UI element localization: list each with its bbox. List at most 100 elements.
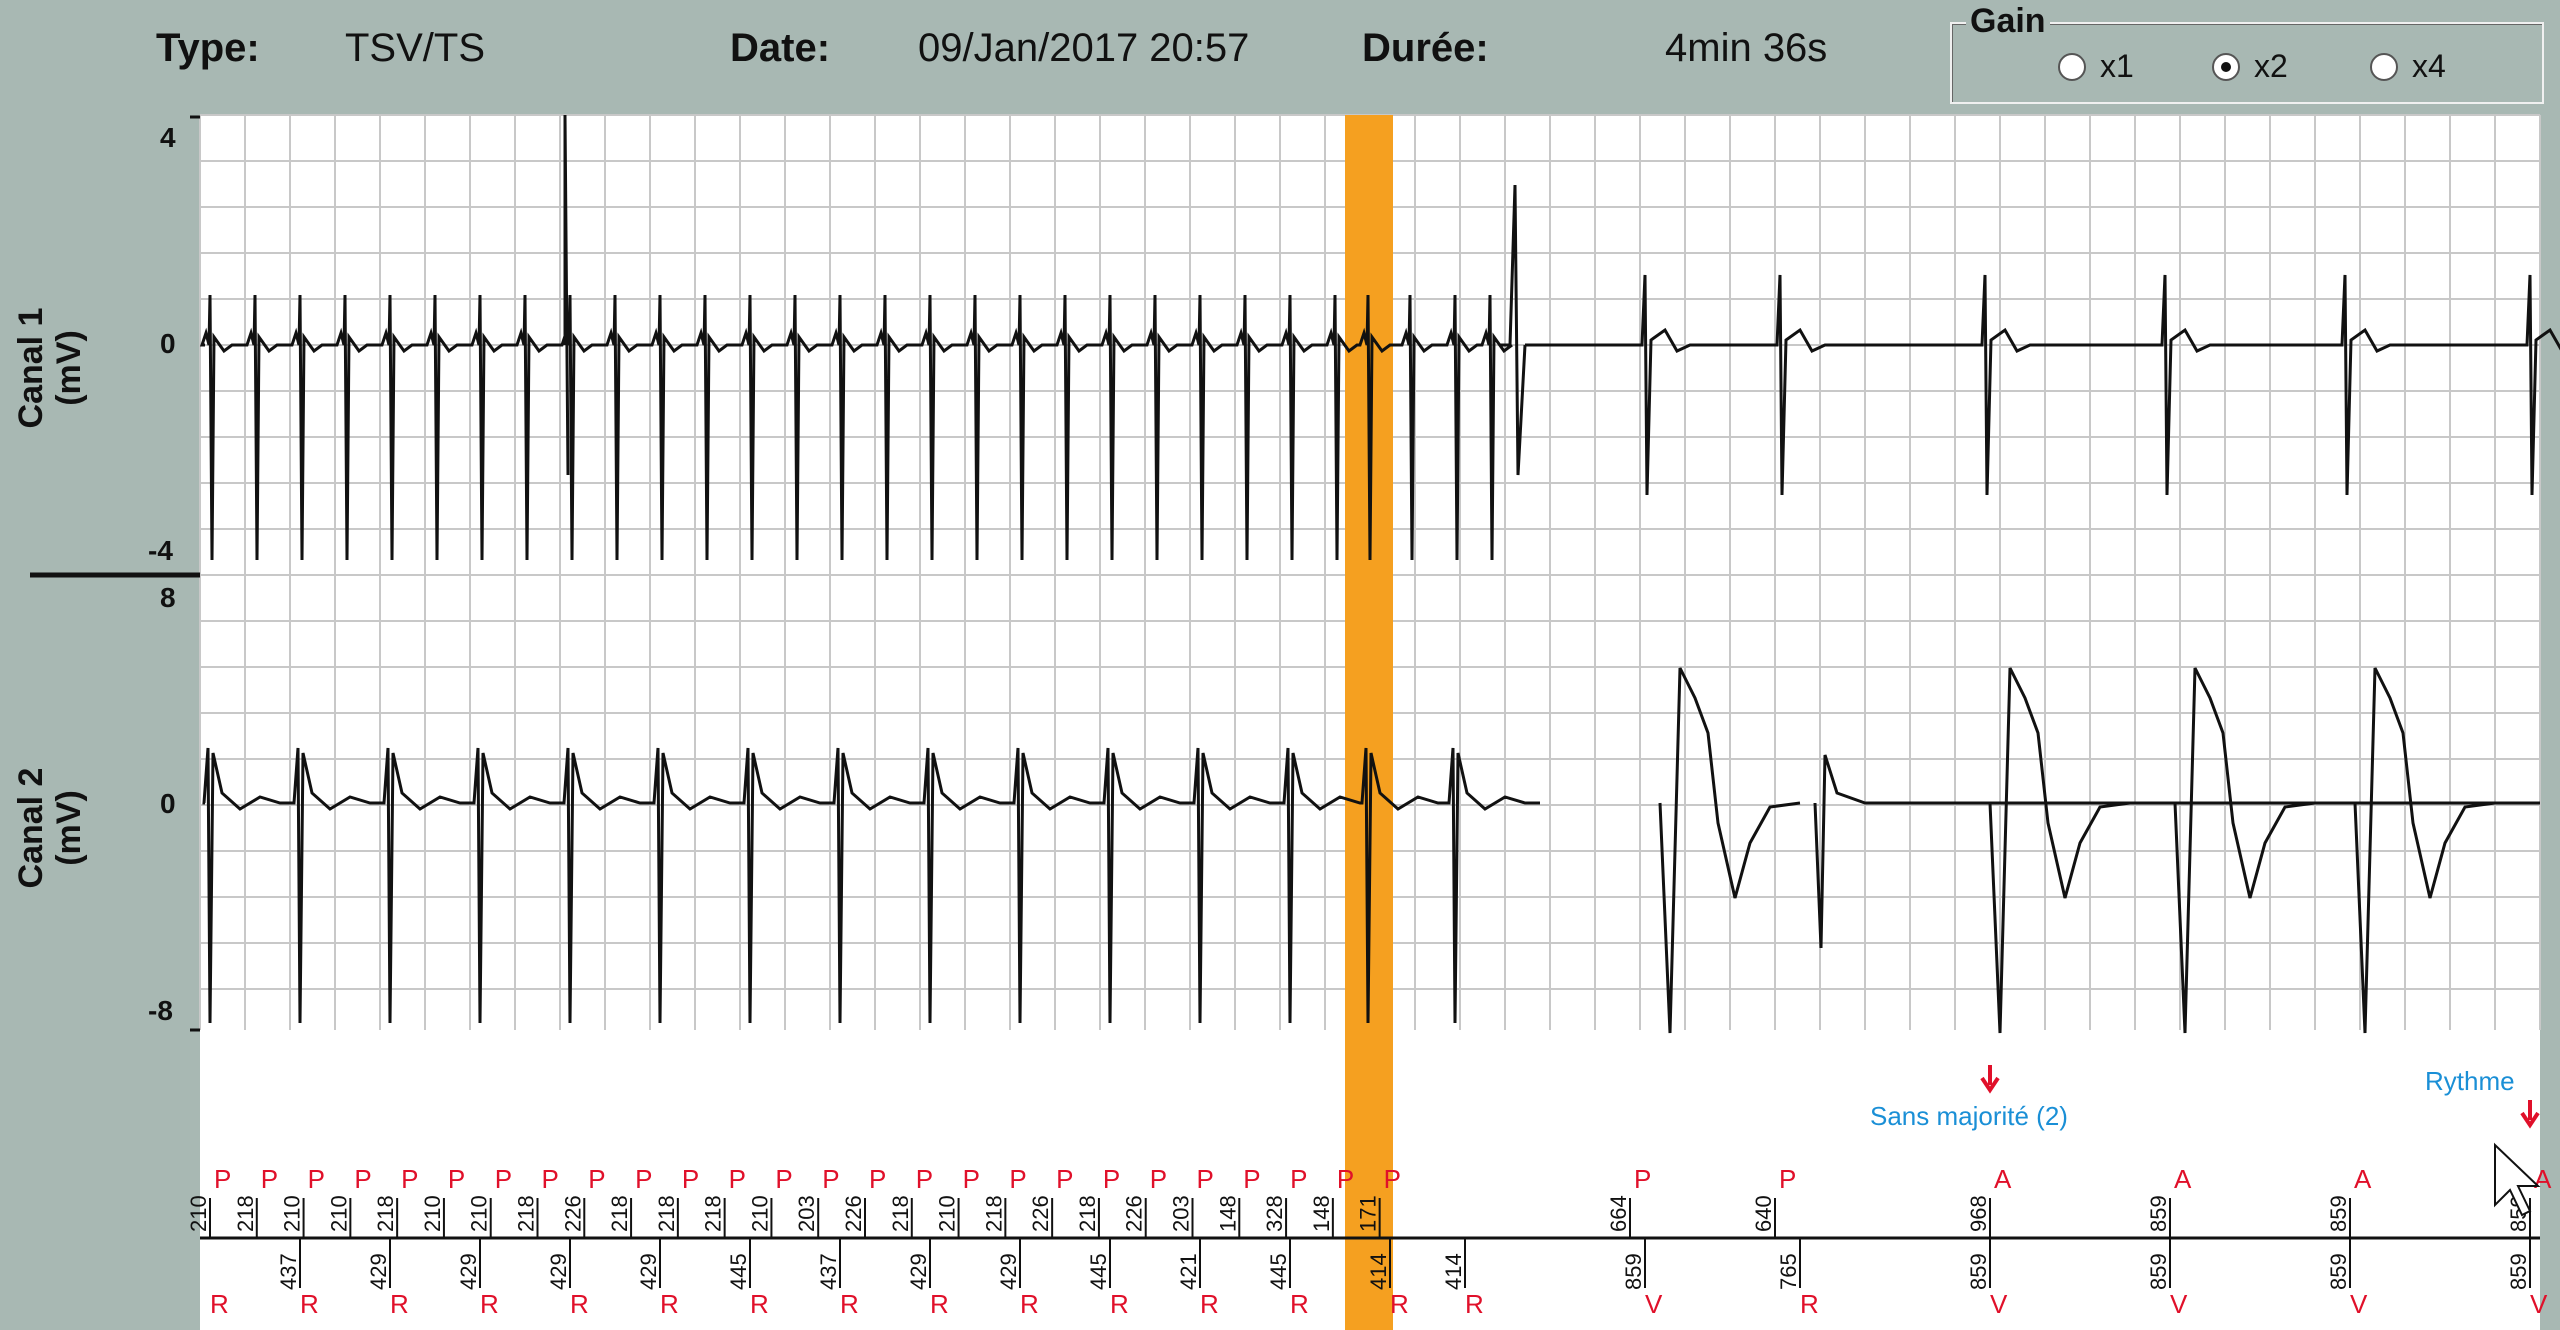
gain-x1-radio[interactable]: x1 [2058,48,2134,85]
beat-top-letter: P [916,1164,933,1194]
date-value: 09/Jan/2017 20:57 [918,26,1250,70]
p-interval-label: 218 [701,1195,726,1232]
mouse-cursor-icon [2494,1142,2541,1217]
p-interval-label: 328 [1262,1195,1287,1232]
beat-top-letter: P [495,1164,512,1194]
canal-2-tick-zero: 0 [160,788,176,819]
gain-title: Gain [1966,2,2050,41]
beat-top-letter: P [1103,1164,1120,1194]
p-interval-label: 203 [794,1195,819,1232]
rr-interval-label: 859 [1621,1253,1646,1290]
p-interval-label: 226 [1122,1195,1147,1232]
beat-top-letter: P [214,1164,231,1194]
beat-bottom-letter: V [2530,1289,2548,1319]
radio-checked-icon [2212,52,2240,81]
canal-1-tick-min: -4 [148,535,173,566]
canal-1-trace [199,114,2560,561]
beat-bottom-letter: R [390,1289,409,1319]
duration-value: 4min 36s [1665,26,1828,70]
rr-interval-label: 429 [456,1253,481,1290]
rr-interval-label: 437 [816,1253,841,1290]
p-interval-label: 148 [1309,1195,1334,1232]
beat-top-letter: P [1197,1164,1214,1194]
beat-top-letter: P [1337,1164,1354,1194]
p-interval-label: 218 [654,1195,679,1232]
beat-top-letter: P [963,1164,980,1194]
rr-interval-label: 859 [2146,1253,2171,1290]
rr-interval-label: 429 [906,1253,931,1290]
p-interval-label: 171 [1356,1195,1381,1232]
p-interval-label: 218 [373,1195,398,1232]
beat-top-letter: P [869,1164,886,1194]
radio-circle-icon [2370,52,2398,81]
rr-interval-label: 421 [1176,1253,1201,1290]
beat-top-letter: P [308,1164,325,1194]
beat-bottom-letter: R [1390,1289,1409,1319]
beat-top-letter: P [401,1164,418,1194]
gain-x4-radio[interactable]: x4 [2370,48,2446,85]
rr-interval-label: 429 [996,1253,1021,1290]
beat-top-letter: P [1056,1164,1073,1194]
p-interval-label: 859 [2146,1195,2171,1232]
rr-interval-label: 765 [1776,1253,1801,1290]
rr-interval-label: 859 [2506,1253,2531,1290]
p-interval-label: 218 [888,1195,913,1232]
beat-top-letter: P [261,1164,278,1194]
beat-top-letter: P [822,1164,839,1194]
canal-2-tick-max: 8 [160,582,176,613]
canal-2-tick-min: -8 [148,995,173,1026]
beat-top-letter: P [775,1164,792,1194]
p-interval-label: 148 [1215,1195,1240,1232]
beat-bottom-letter: R [570,1289,589,1319]
beat-top-letter: P [729,1164,746,1194]
p-interval-label: 210 [420,1195,445,1232]
p-interval-label: 859 [2326,1195,2351,1232]
rr-interval-label: 429 [366,1253,391,1290]
beat-bottom-letter: R [210,1289,229,1319]
beat-top-letter: A [2174,1164,2192,1194]
type-label: Type: [156,26,260,70]
p-interval-label: 210 [747,1195,772,1232]
duration-label: Durée: [1362,26,1489,70]
p-interval-label: 226 [1028,1195,1053,1232]
p-interval-label: 218 [607,1195,632,1232]
p-interval-label: 210 [280,1195,305,1232]
beat-top-letter: P [588,1164,605,1194]
p-interval-label: 210 [467,1195,492,1232]
radio-circle-icon [2058,52,2086,81]
rr-interval-label: 414 [1441,1253,1466,1290]
p-interval-label: 218 [981,1195,1006,1232]
p-interval-label: 210 [186,1195,211,1232]
beat-bottom-letter: V [2350,1289,2368,1319]
rr-interval-label: 445 [1086,1253,1111,1290]
beat-bottom-letter: R [480,1289,499,1319]
beat-top-letter: A [1994,1164,2012,1194]
p-interval-label: 968 [1966,1195,1991,1232]
gain-x2-radio[interactable]: x2 [2212,48,2288,85]
red-arrow-icon [2520,1100,2540,1129]
beat-top-letter: P [1290,1164,1307,1194]
beat-bottom-letter: R [300,1289,319,1319]
rr-interval-label: 445 [726,1253,751,1290]
rr-interval-label: 429 [636,1253,661,1290]
beat-top-letter: P [448,1164,465,1194]
beat-bottom-letter: R [930,1289,949,1319]
beat-top-letter: P [635,1164,652,1194]
beat-top-letter: P [354,1164,371,1194]
type-value: TSV/TS [345,26,486,70]
rr-interval-label: 859 [2326,1253,2351,1290]
p-interval-label: 218 [1075,1195,1100,1232]
beat-bottom-letter: R [750,1289,769,1319]
beat-bottom-letter: R [1800,1289,1819,1319]
p-interval-label: 664 [1606,1195,1631,1232]
gain-x1-label: x1 [2100,48,2134,84]
beat-bottom-letter: R [1200,1289,1219,1319]
rr-interval-label: 859 [1966,1253,1991,1290]
p-interval-label: 218 [514,1195,539,1232]
header-bar: Type: TSV/TS Date: 09/Jan/2017 20:57 Dur… [0,0,2560,115]
canal-1-tick-zero: 0 [160,328,176,359]
beat-bottom-letter: R [1110,1289,1129,1319]
gain-x4-label: x4 [2412,48,2446,84]
date-label: Date: [730,26,831,70]
